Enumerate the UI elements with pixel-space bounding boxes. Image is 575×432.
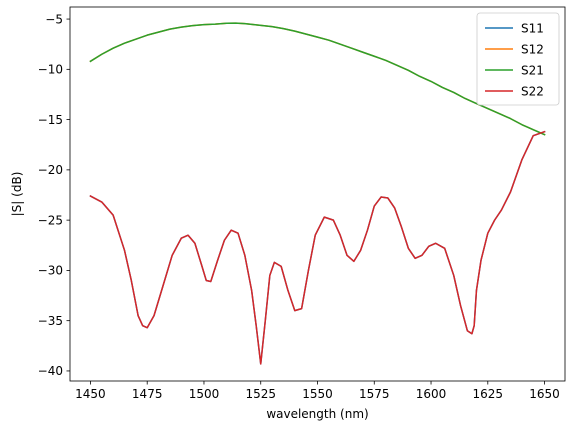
series-line-s21 bbox=[89, 22, 546, 136]
x-tick-label: 1625 bbox=[473, 387, 504, 401]
y-axis-ticks: −40 −35 −30 −25 −20 −15 −10 −5 bbox=[38, 12, 70, 378]
y-tick-label: −30 bbox=[38, 264, 63, 278]
x-tick-label: 1525 bbox=[245, 387, 276, 401]
x-tick-label: 1650 bbox=[529, 387, 560, 401]
x-tick-label: 1550 bbox=[302, 387, 333, 401]
series-line-s22 bbox=[89, 130, 546, 365]
x-axis-label: wavelength (nm) bbox=[266, 407, 368, 421]
y-tick-label: −25 bbox=[38, 213, 63, 227]
series-layer bbox=[89, 22, 546, 365]
legend-label-s12: S12 bbox=[521, 42, 544, 56]
x-tick-label: 1600 bbox=[416, 387, 447, 401]
y-tick-label: −15 bbox=[38, 113, 63, 127]
y-tick-label: −10 bbox=[38, 63, 63, 77]
x-tick-label: 1575 bbox=[359, 387, 390, 401]
legend-label-s11: S11 bbox=[521, 21, 544, 35]
y-tick-label: −5 bbox=[45, 12, 63, 26]
legend: S11 S12 S21 S22 bbox=[476, 12, 560, 106]
y-axis-label: |S| (dB) bbox=[10, 172, 24, 217]
x-tick-label: 1475 bbox=[132, 387, 163, 401]
x-tick-label: 1500 bbox=[189, 387, 220, 401]
y-tick-label: −40 bbox=[38, 364, 63, 378]
legend-label-s21: S21 bbox=[521, 63, 544, 77]
x-tick-label: 1450 bbox=[75, 387, 106, 401]
legend-box bbox=[476, 12, 560, 106]
x-axis-ticks: 1450 1475 1500 1525 1550 1575 1600 1625 1650 bbox=[75, 381, 560, 401]
legend-label-s22: S22 bbox=[521, 84, 544, 98]
y-tick-label: −35 bbox=[38, 314, 63, 328]
y-tick-label: −20 bbox=[38, 163, 63, 177]
